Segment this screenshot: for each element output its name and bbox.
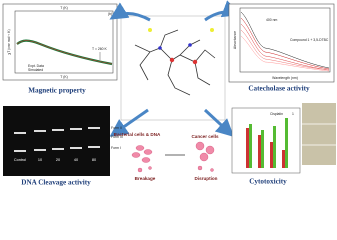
bands [14, 127, 100, 152]
cells: Bacterial cells & DNA Cancer cells Break… [114, 132, 219, 181]
magnetic-panel: T (K) T (K) χT (cm³ mol⁻¹ K) T = 260 K (… [2, 3, 118, 95]
dna-panel: Control 10 20 40 80 Form II Form III For… [3, 106, 123, 187]
form-label: Form III [111, 135, 123, 139]
plot-frame [228, 3, 335, 83]
lane-label: 10 [38, 158, 42, 162]
x-label: Wavelength (nm) [272, 76, 298, 80]
atom [210, 28, 214, 32]
simulated-curve [16, 40, 113, 65]
legend-entry: Simulated [28, 68, 43, 72]
form-label: Form I [111, 146, 121, 150]
annotation: Compound 1 + 3,5-DTBC [290, 38, 329, 42]
plot-area [14, 10, 114, 74]
graphical-abstract: T (K) T (K) χT (cm³ mol⁻¹ K) T = 260 K (… [2, 0, 336, 187]
annotation: T = 260 K [92, 47, 107, 51]
molecule-panel [109, 0, 241, 138]
label: Cancer cells [191, 134, 219, 139]
cytotoxicity-panel: Cisplatin 1 Cytotoxicity [231, 103, 336, 186]
atom [188, 43, 192, 47]
catecholase-panel: 400 nm Compound 1 + 3,5-DTBC Wavelength … [228, 3, 335, 93]
panel-title: Catecholase activity [248, 85, 310, 93]
lane-label: 40 [74, 158, 78, 162]
x-label-top: T (K) [60, 6, 67, 10]
legend-entry: Expt. Data [28, 64, 44, 68]
atom [158, 46, 162, 50]
panel-title: Cytotoxicity [249, 178, 287, 186]
y-label: χT (cm³ mol⁻¹ K) [7, 29, 11, 54]
atom [148, 28, 152, 32]
lane-label: 80 [92, 158, 96, 162]
label: Disruption [195, 176, 218, 181]
arrow [203, 108, 235, 138]
lane-label: Control [14, 158, 26, 162]
x-label: T (K) [60, 75, 67, 79]
bars [246, 118, 288, 168]
legend-entry: Cisplatin [270, 112, 283, 116]
spectra [240, 11, 330, 72]
atom [192, 59, 198, 65]
arrow [109, 108, 149, 137]
cell-photos [302, 103, 336, 165]
panel-label: (b) [108, 12, 112, 16]
lane-label: 20 [56, 158, 60, 162]
atom [169, 57, 175, 63]
label: Breakage [135, 176, 156, 181]
panel-title: Magnetic property [28, 87, 86, 95]
annotation: 400 nm [266, 18, 277, 22]
arrow [109, 2, 151, 22]
panel-title: DNA Cleavage activity [21, 179, 91, 187]
form-label: Form II [111, 126, 122, 130]
gel-image [3, 106, 110, 176]
y-label: Absorbance [233, 31, 237, 49]
plot-frame [231, 107, 301, 174]
label: Bacterial cells & DNA [114, 132, 161, 137]
plot-area [239, 7, 331, 73]
legend-entry: 1 [292, 112, 294, 116]
structure-frame [120, 15, 226, 121]
